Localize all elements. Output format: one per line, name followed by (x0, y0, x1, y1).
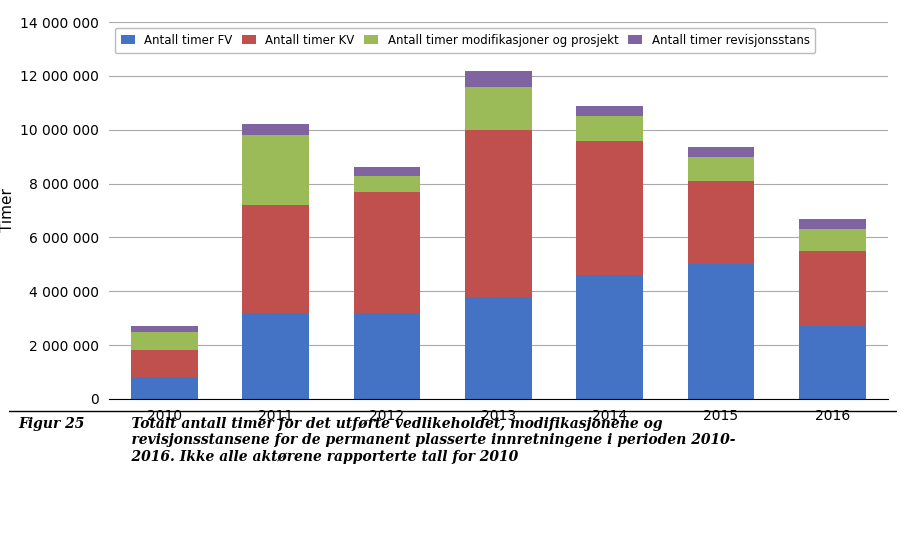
Bar (242, 125, 309, 135)
Bar (576, 106, 643, 116)
Bar (576, 116, 643, 141)
Bar (465, 130, 532, 296)
Y-axis label: Timer: Timer (0, 188, 14, 233)
Bar (465, 296, 532, 399)
Bar (353, 313, 420, 399)
Bar (131, 351, 198, 377)
Bar (688, 181, 755, 264)
Bar (353, 167, 420, 176)
Bar (576, 141, 643, 275)
Bar (576, 275, 643, 399)
Bar (242, 205, 309, 313)
Legend: Antall timer FV, Antall timer KV, Antall timer modifikasjoner og prosjekt, Antal: Antall timer FV, Antall timer KV, Antall… (115, 28, 815, 53)
Bar (465, 70, 532, 87)
Bar (799, 219, 865, 229)
Bar (131, 326, 198, 332)
Bar (131, 332, 198, 351)
Bar (353, 192, 420, 313)
Text: Figur 25: Figur 25 (18, 417, 84, 431)
Bar (465, 87, 532, 130)
Bar (799, 229, 865, 251)
Bar (799, 251, 865, 326)
Bar (688, 157, 755, 181)
Bar (242, 135, 309, 205)
Bar (242, 313, 309, 399)
Bar (688, 147, 755, 157)
Text: Totalt antall timer for det utførte vedlikeholdet, modifikasjonene og
    revisj: Totalt antall timer for det utførte vedl… (112, 417, 736, 464)
Bar (131, 377, 198, 399)
Bar (688, 264, 755, 399)
Bar (353, 176, 420, 192)
Bar (799, 326, 865, 399)
